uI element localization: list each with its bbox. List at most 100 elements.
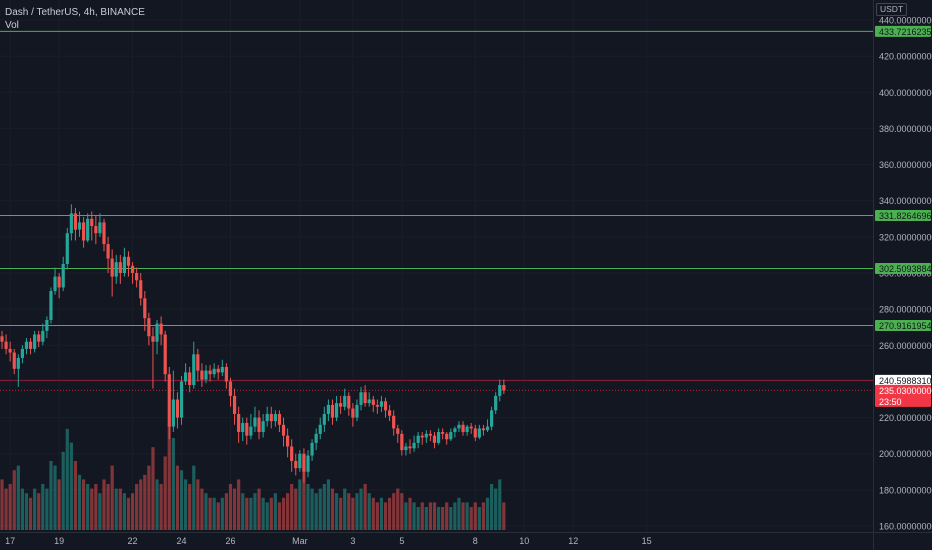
- candle[interactable]: [359, 386, 363, 411]
- candle[interactable]: [432, 432, 437, 449]
- candle[interactable]: [57, 273, 61, 299]
- candle[interactable]: [232, 388, 237, 425]
- candle[interactable]: [126, 251, 131, 277]
- candle[interactable]: [351, 403, 355, 427]
- candle[interactable]: [498, 379, 502, 402]
- candle[interactable]: [371, 395, 375, 413]
- candles[interactable]: [0, 204, 506, 483]
- candle[interactable]: [82, 216, 86, 248]
- candle[interactable]: [24, 338, 29, 355]
- candle[interactable]: [363, 385, 367, 407]
- candle[interactable]: [404, 442, 408, 456]
- candle[interactable]: [461, 421, 465, 436]
- candle[interactable]: [477, 424, 481, 440]
- candle[interactable]: [355, 399, 359, 422]
- candle[interactable]: [94, 215, 98, 245]
- horizontal-levels[interactable]: [0, 30, 873, 391]
- candle[interactable]: [151, 327, 155, 389]
- candle[interactable]: [281, 417, 286, 447]
- candle[interactable]: [490, 406, 494, 431]
- candle[interactable]: [445, 432, 449, 445]
- candle[interactable]: [269, 406, 273, 429]
- candle[interactable]: [388, 404, 392, 422]
- candle[interactable]: [237, 406, 241, 443]
- candle[interactable]: [69, 204, 73, 241]
- candle[interactable]: [302, 448, 306, 483]
- candle[interactable]: [0, 330, 4, 349]
- candle[interactable]: [249, 413, 253, 440]
- candle[interactable]: [53, 267, 57, 295]
- candle[interactable]: [200, 363, 204, 387]
- candle[interactable]: [465, 424, 469, 436]
- candle[interactable]: [322, 406, 326, 433]
- candle[interactable]: [383, 397, 388, 418]
- candle[interactable]: [257, 410, 261, 440]
- candle[interactable]: [20, 345, 24, 364]
- candle[interactable]: [375, 399, 379, 414]
- candle[interactable]: [216, 365, 220, 380]
- candle[interactable]: [400, 430, 404, 456]
- candle[interactable]: [485, 419, 490, 433]
- candle[interactable]: [28, 338, 33, 355]
- candle[interactable]: [306, 450, 310, 478]
- candle[interactable]: [449, 428, 453, 442]
- candle[interactable]: [37, 330, 41, 348]
- candle[interactable]: [457, 421, 461, 433]
- candle[interactable]: [416, 432, 420, 449]
- candle[interactable]: [290, 439, 294, 472]
- candle[interactable]: [204, 365, 208, 384]
- candle[interactable]: [220, 359, 224, 377]
- candle[interactable]: [16, 354, 20, 387]
- candle[interactable]: [412, 435, 416, 452]
- candle[interactable]: [212, 363, 216, 378]
- candle[interactable]: [502, 379, 506, 395]
- candle[interactable]: [277, 410, 282, 433]
- candle[interactable]: [130, 262, 135, 284]
- candle[interactable]: [420, 432, 424, 445]
- candle[interactable]: [241, 417, 245, 442]
- candle[interactable]: [45, 316, 49, 339]
- candle[interactable]: [424, 430, 428, 443]
- candle[interactable]: [12, 348, 16, 375]
- candle[interactable]: [481, 424, 486, 436]
- candle[interactable]: [33, 330, 37, 353]
- candle[interactable]: [436, 428, 441, 445]
- candle[interactable]: [343, 388, 347, 411]
- candle[interactable]: [41, 323, 45, 346]
- candle[interactable]: [265, 406, 269, 427]
- currency-unit-badge[interactable]: USDT: [876, 3, 908, 16]
- candle[interactable]: [294, 453, 298, 476]
- candle[interactable]: [163, 330, 167, 382]
- candle[interactable]: [90, 211, 94, 241]
- candle[interactable]: [228, 377, 233, 407]
- candle[interactable]: [473, 424, 477, 442]
- candle[interactable]: [326, 399, 330, 422]
- candle[interactable]: [98, 213, 102, 237]
- candle[interactable]: [286, 428, 290, 458]
- candle[interactable]: [441, 428, 445, 440]
- candle[interactable]: [118, 254, 122, 284]
- candle[interactable]: [188, 366, 192, 393]
- candle[interactable]: [396, 424, 400, 443]
- candle[interactable]: [86, 213, 90, 243]
- candle[interactable]: [135, 267, 139, 288]
- symbol-title[interactable]: Dash / TetherUS, 4h, BINANCE: [5, 7, 145, 18]
- candle[interactable]: [122, 247, 126, 277]
- candle[interactable]: [392, 410, 396, 436]
- candle[interactable]: [310, 439, 314, 461]
- candle[interactable]: [253, 406, 257, 433]
- candle[interactable]: [428, 430, 432, 442]
- candle[interactable]: [318, 417, 322, 440]
- candle[interactable]: [4, 334, 8, 355]
- candle[interactable]: [155, 319, 159, 355]
- candle[interactable]: [208, 365, 212, 382]
- candle[interactable]: [494, 392, 498, 414]
- candle[interactable]: [192, 341, 196, 389]
- candle[interactable]: [273, 410, 277, 427]
- candle[interactable]: [147, 312, 151, 346]
- candle[interactable]: [77, 211, 82, 237]
- candle[interactable]: [298, 450, 302, 472]
- candle[interactable]: [49, 287, 53, 324]
- candle[interactable]: [102, 218, 106, 252]
